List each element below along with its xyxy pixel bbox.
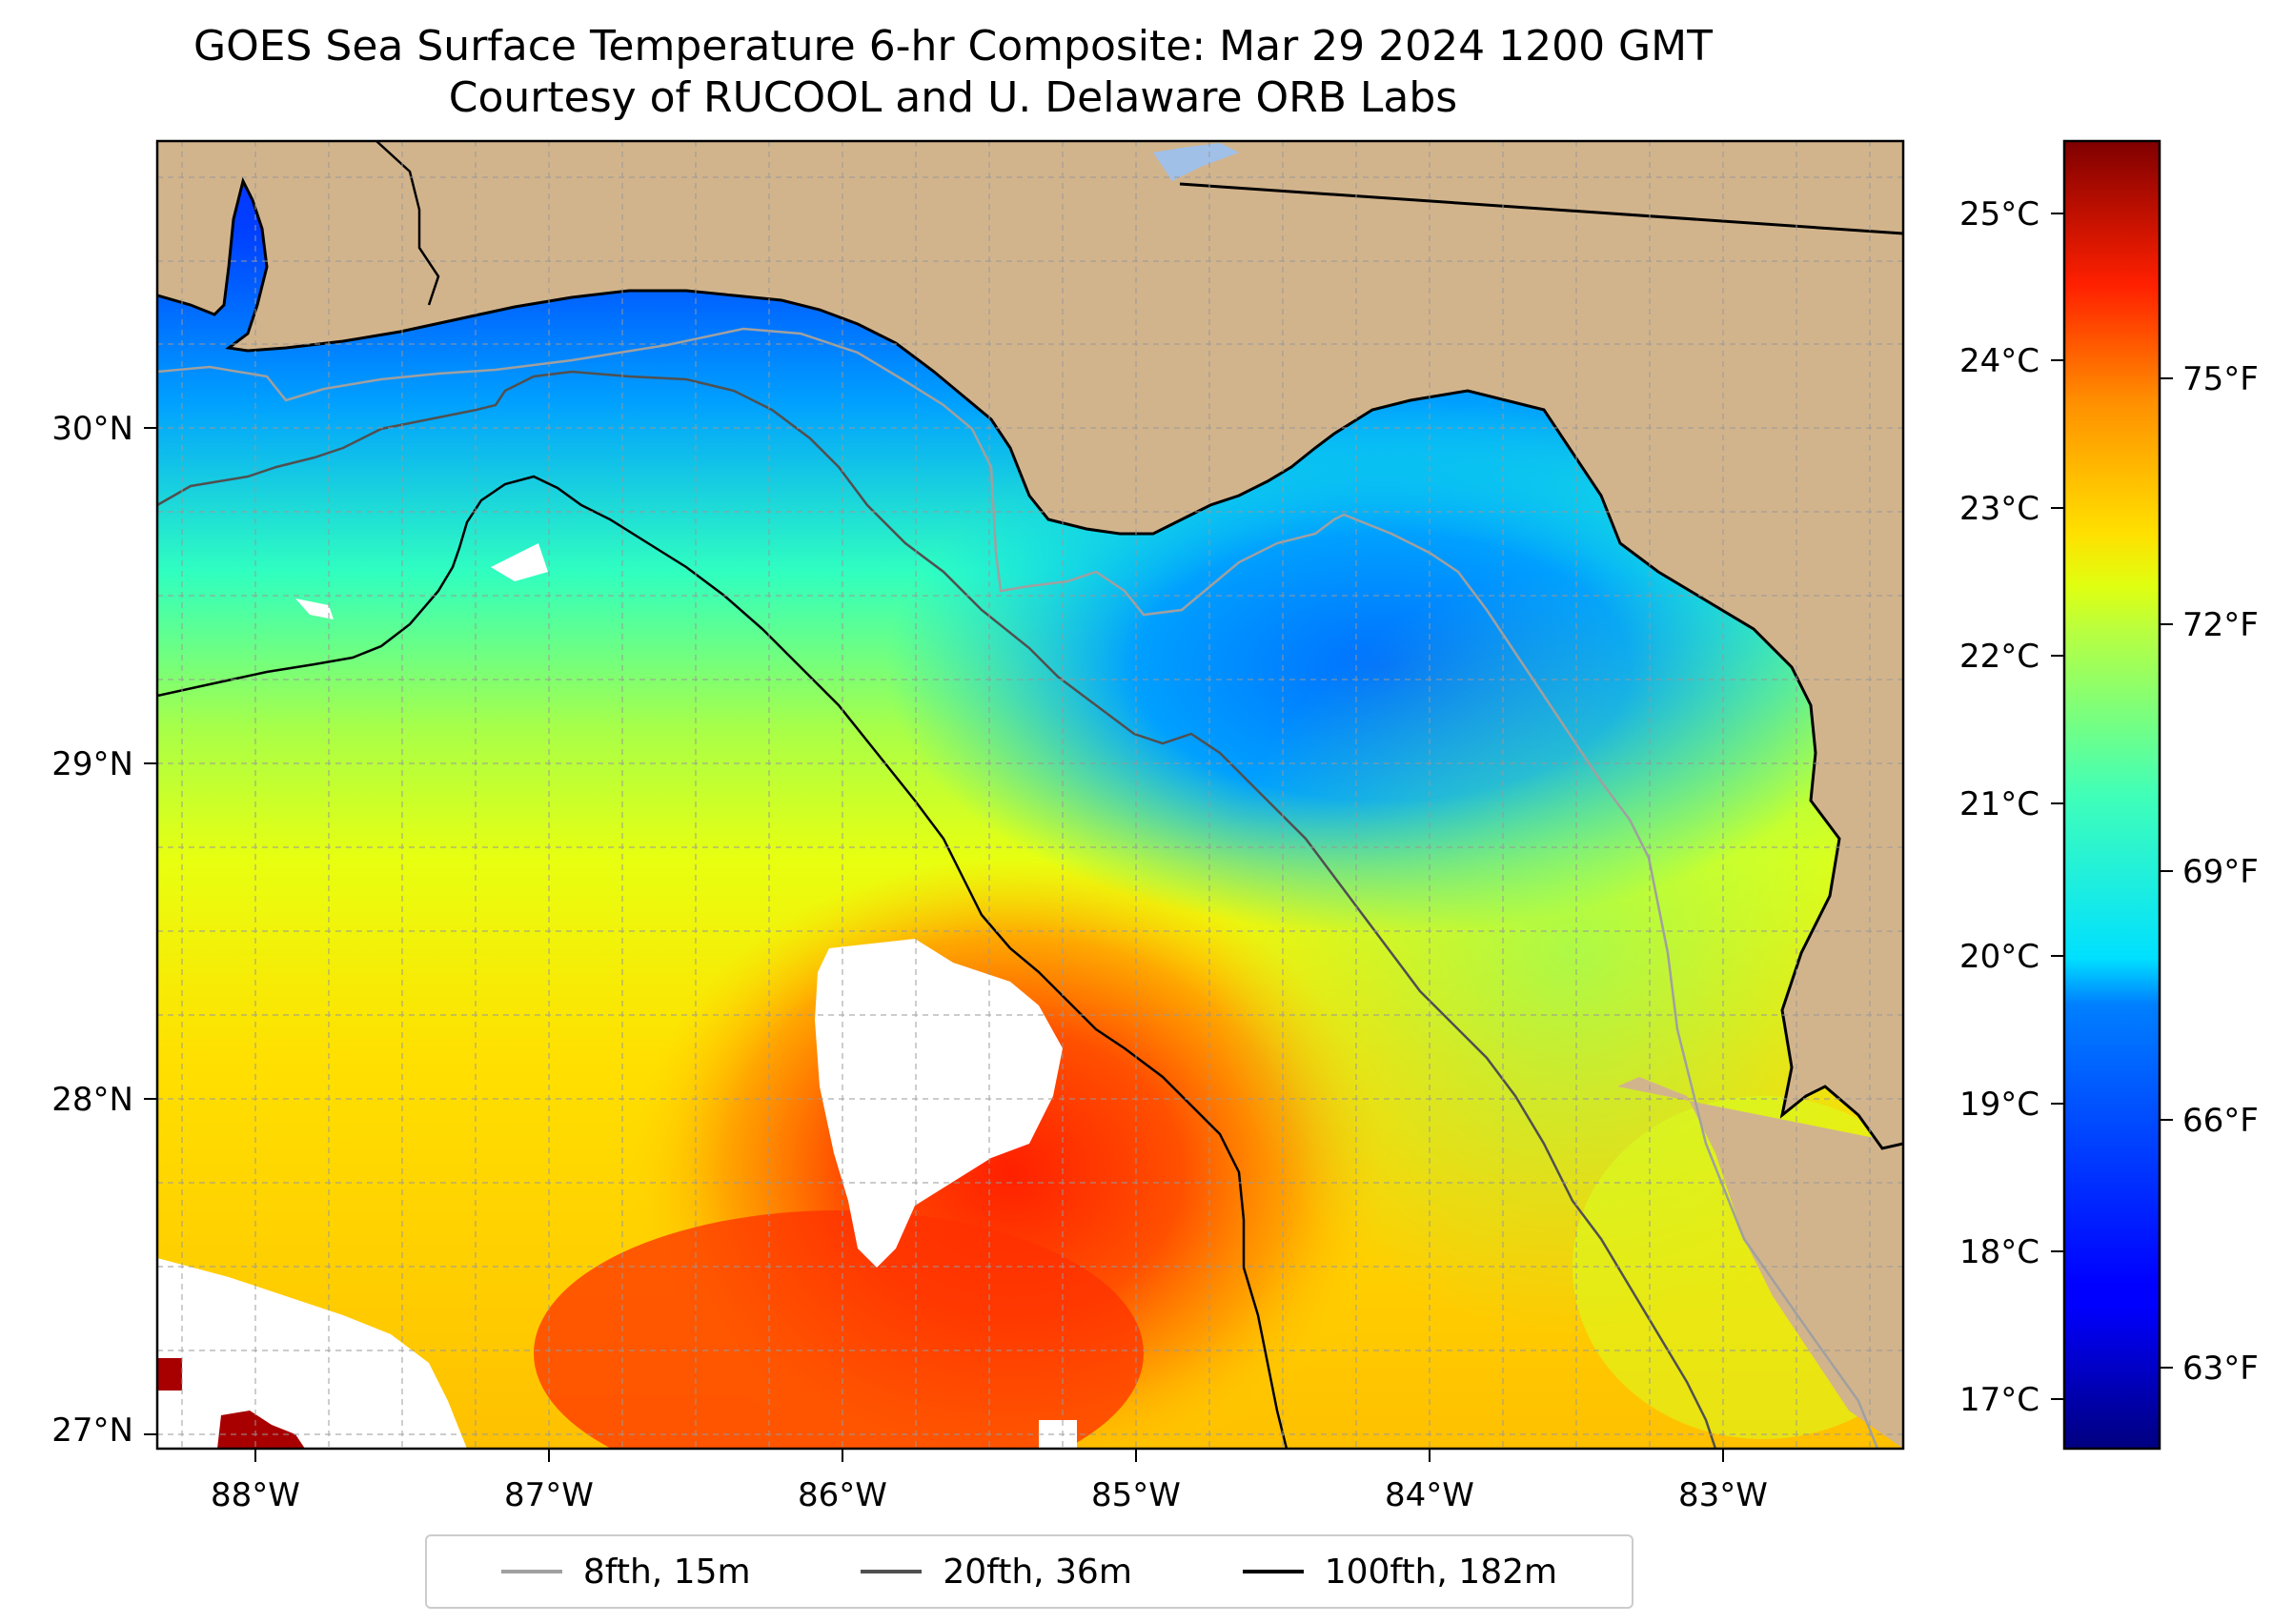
lat-tick-label: 27°N [51,1411,133,1450]
coastline [157,176,1903,1150]
lat-tick-marks [144,427,157,1435]
legend-line-swatch [1242,1570,1304,1573]
lon-tick-label: 85°W [1091,1476,1181,1514]
celsius-tick-label: 25°C [1959,195,2039,233]
legend-label: 8fth, 15m [582,1552,751,1592]
lon-tick-label: 84°W [1385,1476,1474,1514]
legend-entry-8fth: 8fth, 15m [500,1552,751,1592]
gridlines [157,141,1903,1449]
legend-entry-100fth: 100fth, 182m [1242,1552,1558,1592]
title-line-2: Courtesy of RUCOOL and U. Delaware ORB L… [448,73,1458,122]
lon-tick-label: 83°W [1678,1476,1768,1514]
fahrenheit-tick-label: 63°F [2182,1350,2259,1388]
legend-entry-20fth: 20fth, 36m [861,1553,1132,1592]
celsius-tick-label: 22°C [1959,638,2039,676]
colorbar [2062,139,2161,1451]
isobath-20fth [157,370,1717,1449]
celsius-tick-label: 20°C [1959,938,2039,976]
legend-line-swatch [500,1570,562,1573]
no-data-patch [815,939,1063,1268]
land-mass [157,141,1903,1148]
colorbar-celsius-ticks [2051,213,2064,1400]
legend-label: 100fth, 182m [1324,1552,1558,1592]
lon-tick-marks [254,1449,1724,1462]
fahrenheit-tick-label: 69°F [2182,853,2259,891]
colorbar-fahrenheit-ticks [2160,377,2173,1369]
lon-tick-label: 88°W [211,1476,300,1514]
lat-tick-label: 29°N [51,745,133,783]
celsius-tick-label: 19°C [1959,1086,2039,1124]
lat-tick-label: 28°N [51,1081,133,1119]
lat-tick-label: 30°N [51,410,133,448]
fahrenheit-tick-label: 72°F [2182,606,2259,644]
celsius-tick-label: 17°C [1959,1381,2039,1419]
legend-line-swatch [861,1570,923,1573]
fahrenheit-tick-label: 66°F [2182,1102,2259,1140]
state-boundary [1179,182,1903,235]
legend-label: 20fth, 36m [943,1552,1132,1592]
map-frame [155,139,1905,1451]
celsius-tick-label: 24°C [1959,342,2039,380]
celsius-tick-label: 18°C [1959,1233,2039,1271]
isobath-legend: 8fth, 15m 20fth, 36m 100fth, 182m [425,1534,1634,1609]
isobath-100fth [157,475,1289,1449]
fahrenheit-tick-label: 75°F [2182,360,2259,398]
celsius-tick-label: 23°C [1959,490,2039,528]
title-line-1: GOES Sea Surface Temperature 6-hr Compos… [193,22,1713,71]
lon-tick-label: 86°W [798,1476,887,1514]
celsius-tick-label: 21°C [1959,785,2039,823]
map-title: GOES Sea Surface Temperature 6-hr Compos… [0,21,1906,124]
sst-field [157,141,1903,1449]
lon-tick-label: 87°W [504,1476,594,1514]
isobath-8fth [157,327,1879,1449]
